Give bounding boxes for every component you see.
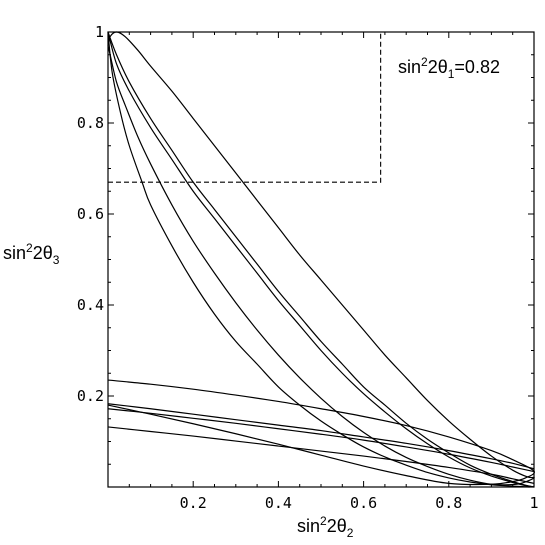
- curve-7: [107, 408, 535, 473]
- y-axis-label: sin22θ3: [3, 241, 60, 267]
- curve-5: [107, 379, 535, 486]
- annotation: sin22θ1=0.82: [398, 55, 500, 81]
- curve-6: [107, 403, 535, 470]
- x-tick-label: 1: [529, 494, 538, 512]
- y-tick-label: 0.8: [77, 114, 104, 132]
- x-tick-label: 0.8: [435, 494, 462, 512]
- tick-labels: 0.2 0.4 0.6 0.8 1 0.2 0.4 0.6 0.8 1: [77, 23, 539, 512]
- curve-3: [107, 31, 535, 488]
- curve-2: [107, 31, 535, 488]
- curve-4: [107, 31, 530, 488]
- x-tick-label: 0.4: [265, 494, 292, 512]
- y-tick-label: 0.6: [77, 205, 104, 223]
- x-axis-label: sin22θ2: [297, 514, 354, 540]
- x-tick-label: 0.2: [180, 494, 207, 512]
- y-tick-label: 1: [95, 23, 104, 41]
- curve-1: [107, 31, 535, 486]
- curves: [107, 31, 535, 488]
- y-tick-label: 0.2: [77, 387, 104, 405]
- y-tick-label: 0.4: [77, 296, 104, 314]
- curve-8: [107, 426, 535, 484]
- x-tick-label: 0.6: [350, 494, 377, 512]
- cut-box: [108, 32, 382, 183]
